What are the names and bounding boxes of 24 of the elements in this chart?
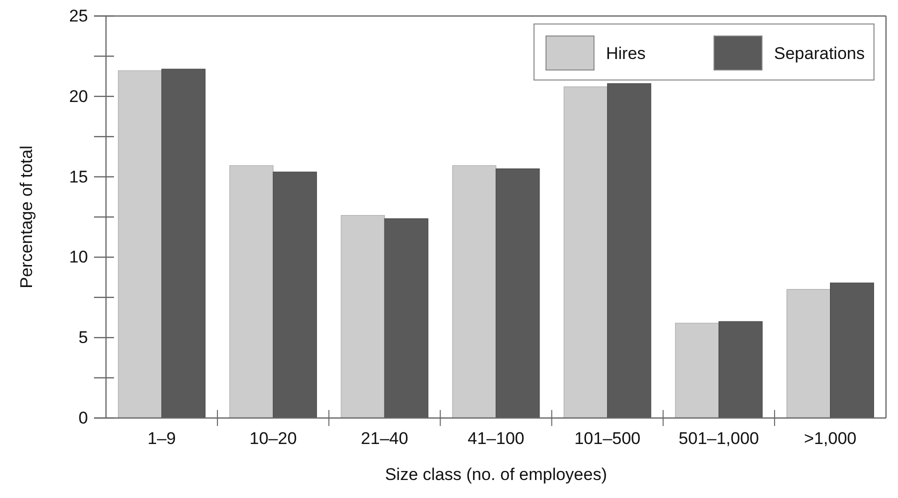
y-tick-label: 15 <box>69 167 88 186</box>
bar <box>229 165 274 418</box>
y-tick-label: 10 <box>69 248 88 267</box>
y-tick-label: 20 <box>69 86 88 106</box>
x-tick-label: 10–20 <box>250 429 297 448</box>
bar <box>675 322 720 418</box>
x-tick-label: 21–40 <box>360 429 408 448</box>
x-tick-label: 41–100 <box>468 429 524 448</box>
bar <box>340 215 385 418</box>
legend-label: Separations <box>774 44 865 63</box>
x-tick-label: >1,000 <box>804 429 857 448</box>
bar <box>564 86 608 418</box>
bar <box>786 289 831 418</box>
x-tick-label: 101–500 <box>574 429 641 448</box>
x-axis-title: Size class (no. of employees) <box>384 465 608 484</box>
bar <box>452 165 496 418</box>
y-tick-label: 25 <box>69 6 88 26</box>
x-tick-label: 501–1,000 <box>678 429 760 448</box>
legend-label: Hires <box>606 44 646 63</box>
x-tick-label: 1–9 <box>148 429 176 448</box>
y-tick-label: 0 <box>78 408 88 428</box>
y-tick-label: 5 <box>78 328 88 348</box>
bar <box>118 70 162 418</box>
y-axis-title: Percentage of total <box>17 146 36 288</box>
